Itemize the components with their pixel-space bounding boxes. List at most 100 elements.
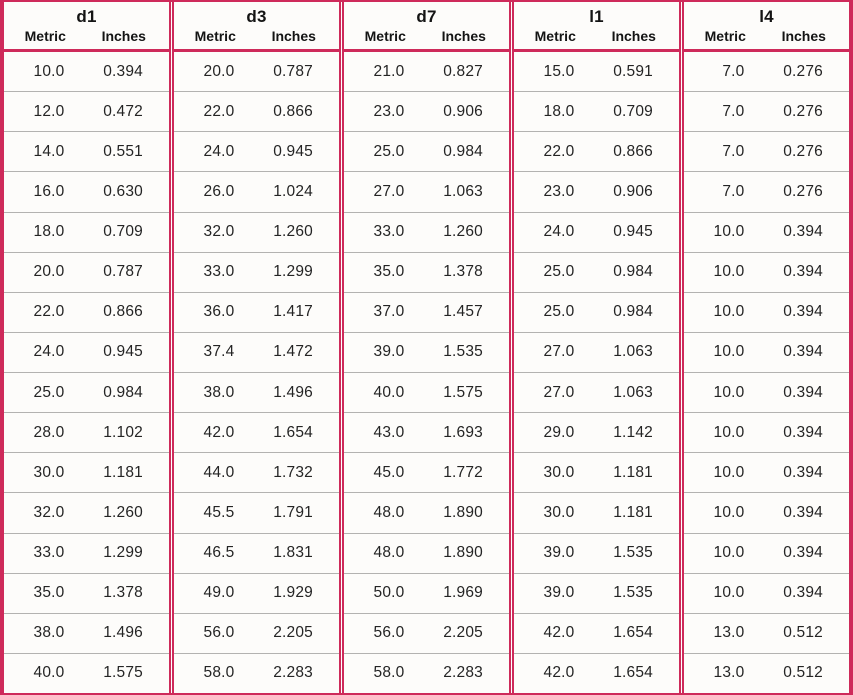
table-row: 23.0 0.906 [344, 91, 509, 131]
metric-value: 24.0 [203, 142, 235, 160]
rows-container: 10.0 0.394 12.0 0.472 14.0 0.551 16.0 0.… [4, 52, 169, 693]
inches-value: 0.394 [783, 303, 823, 321]
column-group-header: l1 Metric Inches [514, 2, 679, 52]
inches-header: Inches [781, 27, 826, 44]
table-row: 24.0 0.945 [514, 211, 679, 252]
inches-value: 1.063 [613, 343, 653, 361]
metric-value: 40.0 [33, 664, 65, 682]
inches-value: 0.866 [103, 303, 143, 321]
metric-value: 36.0 [203, 303, 235, 321]
inches-value: 1.260 [103, 503, 143, 521]
table-row: 10.0 0.394 [684, 372, 849, 412]
table-row: 33.0 1.299 [4, 532, 169, 573]
inches-value: 0.906 [613, 182, 653, 200]
metric-value: 27.0 [543, 343, 575, 361]
table-row: 40.0 1.575 [4, 652, 169, 693]
metric-value: 30.0 [33, 463, 65, 481]
inches-value: 1.496 [103, 624, 143, 642]
inches-value: 0.394 [783, 383, 823, 401]
metric-value: 30.0 [543, 503, 575, 521]
column-group-title: d7 [416, 7, 437, 26]
inches-value: 0.827 [443, 62, 483, 80]
inches-value: 0.394 [783, 223, 823, 241]
table-row: 35.0 1.378 [344, 251, 509, 292]
table-row: 48.0 1.890 [344, 532, 509, 573]
table-row: 26.0 1.024 [174, 171, 339, 211]
inches-value: 0.709 [613, 102, 653, 120]
table-row: 28.0 1.102 [4, 412, 169, 452]
inches-value: 1.260 [443, 223, 483, 241]
inches-value: 0.394 [783, 503, 823, 521]
table-row: 32.0 1.260 [174, 211, 339, 252]
inches-value: 1.890 [443, 503, 483, 521]
table-row: 32.0 1.260 [4, 492, 169, 532]
metric-value: 22.0 [543, 142, 575, 160]
table-row: 30.0 1.181 [514, 492, 679, 532]
inches-value: 1.969 [443, 584, 483, 602]
metric-value: 20.0 [33, 263, 65, 281]
inches-value: 0.394 [783, 423, 823, 441]
metric-header: Metric [704, 27, 746, 44]
inches-value: 1.181 [613, 503, 653, 521]
table-row: 49.0 1.929 [174, 572, 339, 613]
inches-value: 0.394 [783, 463, 823, 481]
inches-value: 1.535 [443, 343, 483, 361]
table-row: 27.0 1.063 [514, 331, 679, 372]
inches-value: 1.575 [103, 664, 143, 682]
metric-value: 58.0 [203, 664, 235, 682]
table-row: 18.0 0.709 [514, 91, 679, 131]
table-row: 33.0 1.299 [174, 251, 339, 292]
metric-value: 35.0 [33, 584, 65, 602]
rows-container: 7.0 0.276 7.0 0.276 7.0 0.276 7.0 0.276 … [684, 52, 849, 693]
inches-value: 0.787 [103, 263, 143, 281]
metric-value: 10.0 [713, 584, 745, 602]
inches-value: 1.654 [273, 423, 313, 441]
column-group-title: d3 [246, 7, 267, 26]
inches-value: 2.205 [273, 624, 313, 642]
table-row: 25.0 0.984 [344, 131, 509, 171]
table-row: 43.0 1.693 [344, 412, 509, 452]
metric-value: 10.0 [713, 423, 745, 441]
table-row: 22.0 0.866 [174, 91, 339, 131]
table-row: 10.0 0.394 [684, 251, 849, 292]
table-row: 10.0 0.394 [684, 572, 849, 613]
table-row: 25.0 0.984 [514, 291, 679, 332]
inches-value: 1.496 [273, 383, 313, 401]
inches-value: 1.535 [613, 544, 653, 562]
inches-value: 1.457 [443, 303, 483, 321]
metric-value: 24.0 [33, 343, 65, 361]
inches-value: 0.394 [783, 343, 823, 361]
table-row: 22.0 0.866 [4, 291, 169, 332]
inches-value: 0.512 [783, 624, 823, 642]
inches-value: 1.378 [443, 263, 483, 281]
metric-value: 7.0 [722, 142, 745, 160]
metric-value: 10.0 [713, 383, 745, 401]
table-row: 48.0 1.890 [344, 492, 509, 532]
table-row: 58.0 2.283 [344, 652, 509, 693]
table-row: 10.0 0.394 [4, 52, 169, 91]
inches-value: 0.591 [613, 62, 653, 80]
table-row: 18.0 0.709 [4, 211, 169, 252]
inches-value: 1.260 [273, 223, 313, 241]
metric-value: 10.0 [713, 223, 745, 241]
table-row: 44.0 1.732 [174, 452, 339, 492]
metric-value: 10.0 [713, 343, 745, 361]
inches-value: 0.984 [613, 263, 653, 281]
metric-value: 32.0 [33, 503, 65, 521]
column-group-d7: d7 Metric Inches 21.0 0.827 23.0 0.906 2… [342, 2, 511, 693]
metric-value: 50.0 [373, 584, 405, 602]
metric-value: 7.0 [722, 102, 745, 120]
table-row: 27.0 1.063 [344, 171, 509, 211]
inches-value: 0.276 [783, 182, 823, 200]
inches-value: 1.890 [443, 544, 483, 562]
table-row: 25.0 0.984 [4, 372, 169, 412]
metric-value: 10.0 [713, 503, 745, 521]
inches-value: 1.654 [613, 624, 653, 642]
table-row: 13.0 0.512 [684, 612, 849, 653]
metric-value: 10.0 [33, 62, 65, 80]
inches-value: 1.831 [273, 544, 313, 562]
metric-value: 22.0 [33, 303, 65, 321]
inches-value: 1.772 [443, 463, 483, 481]
table-row: 39.0 1.535 [514, 532, 679, 573]
table-row: 38.0 1.496 [4, 612, 169, 653]
